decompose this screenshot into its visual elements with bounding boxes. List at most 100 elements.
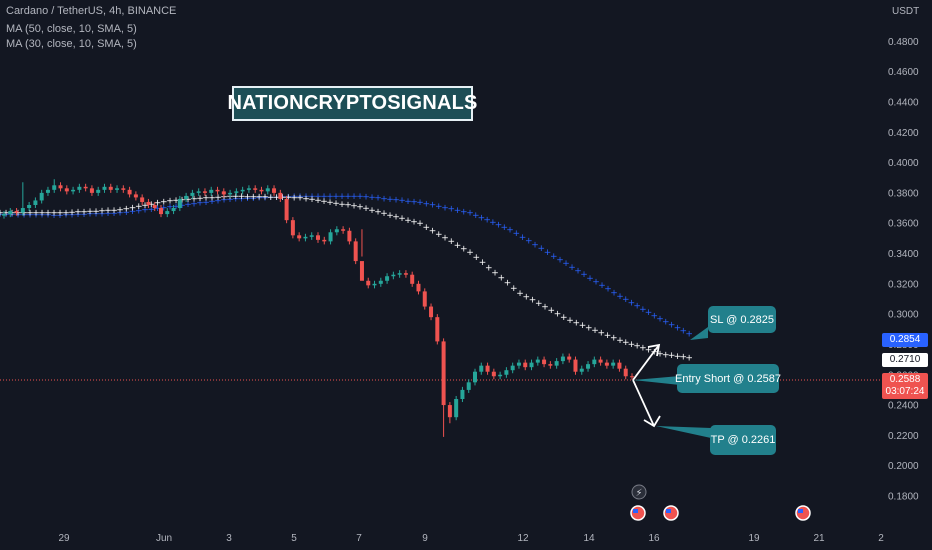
ma-30-marker: + — [622, 338, 630, 348]
ma-50-marker: + — [544, 248, 552, 258]
ma-50-marker: + — [226, 195, 234, 205]
ma-50-price-tag: 0.2854 — [882, 333, 928, 347]
ma-30-marker: + — [50, 209, 58, 219]
ma-50-marker: + — [202, 198, 210, 208]
candle-body — [290, 220, 295, 236]
ma-30-marker: + — [535, 299, 543, 309]
candle-body — [630, 376, 634, 378]
ma-50-marker: + — [350, 192, 358, 202]
x-tick-label: 21 — [813, 533, 825, 544]
ma-50-marker: + — [404, 197, 412, 207]
candle-body — [554, 361, 559, 366]
lightning-icon — [631, 484, 647, 500]
candle-body — [259, 189, 264, 192]
candle-body — [485, 365, 490, 372]
candle-body — [108, 186, 113, 190]
x-axis: 29 Jun 3 5 7 9 12 14 16 19 21 2 — [58, 533, 884, 544]
y-tick-label: 0.4400 — [888, 97, 919, 108]
ma-30-marker: + — [610, 333, 618, 343]
candle-body — [89, 188, 94, 193]
y-tick-label: 0.4200 — [888, 128, 919, 139]
x-tick-label: 29 — [58, 533, 70, 544]
ma-50-marker: + — [184, 200, 192, 210]
ma-50-marker: + — [580, 270, 588, 280]
candle-body — [184, 195, 189, 199]
ma-30-marker: + — [435, 230, 443, 240]
ma-50-marker: + — [62, 211, 70, 221]
ma-50-marker: + — [628, 298, 636, 308]
ma-50-marker: + — [68, 210, 76, 220]
ma-30-marker: + — [267, 193, 275, 203]
ma-30-marker: + — [68, 208, 76, 218]
ma-50-marker: + — [154, 204, 162, 214]
ma-30-marker: + — [516, 289, 524, 299]
candle-body — [372, 283, 377, 286]
ma-30-marker: + — [0, 209, 4, 219]
svg-text:⚡: ⚡ — [635, 488, 642, 499]
ma-30-marker: + — [362, 204, 370, 214]
ma-30-price-tag: 0.2710 — [882, 353, 928, 367]
ma-30-marker: + — [178, 196, 186, 206]
ma-30-marker: + — [290, 193, 298, 203]
ma-50-marker: + — [98, 209, 106, 219]
ma-50-marker: + — [104, 209, 112, 219]
ma-50-marker: + — [662, 318, 670, 328]
ma-50-marker: + — [296, 192, 304, 202]
ma-30-marker: + — [685, 353, 693, 363]
candle-body — [8, 211, 13, 215]
ma-50-marker: + — [568, 263, 576, 273]
ma-30-marker: + — [479, 258, 487, 268]
ma-50-marker: + — [598, 281, 606, 291]
candle-body — [385, 276, 390, 281]
candle-body — [52, 185, 57, 190]
candle-body — [33, 200, 38, 205]
ma-30-marker: + — [380, 209, 388, 219]
ma-30-marker: + — [172, 196, 180, 206]
x-tick-label: 16 — [648, 533, 660, 544]
ma-30-marker: + — [597, 329, 605, 339]
watermark-banner: NATIONCRYPTOSIGNALS — [227, 86, 477, 121]
ma-30-marker: + — [485, 263, 493, 273]
ma-50-marker: + — [368, 193, 376, 203]
ma-30-marker: + — [86, 207, 94, 217]
ma-30-marker: + — [147, 200, 155, 210]
ma-50-marker: + — [244, 194, 252, 204]
ma-30-marker: + — [510, 284, 518, 294]
ma-30-marker: + — [454, 241, 462, 251]
ma-30-marker: + — [302, 194, 310, 204]
candle-body — [586, 364, 591, 369]
y-tick-label: 0.4000 — [888, 158, 919, 169]
candle-body — [58, 185, 63, 189]
ma-50-marker: + — [110, 209, 118, 219]
currency-label: USDT — [892, 6, 919, 17]
ma-30-marker: + — [116, 206, 124, 216]
ma-50-marker: + — [398, 196, 406, 206]
ma-30-line: + ++++++++++++++++++++++++++++++++++ +++++… — [0, 192, 693, 363]
ma-30-marker: + — [656, 350, 664, 360]
ma-30-marker: + — [2, 209, 10, 219]
tp-arrow-head — [643, 415, 661, 428]
symbol-title[interactable]: Cardano / TetherUS, 4h, BINANCE — [6, 5, 177, 17]
ma-30-marker: + — [680, 353, 688, 363]
candle-body — [611, 362, 616, 366]
ma-30-marker: + — [472, 253, 480, 263]
ma-30-marker: + — [255, 193, 263, 203]
ma-30-legend[interactable]: MA (30, close, 10, SMA, 5) — [6, 38, 137, 50]
candle-body — [560, 356, 565, 362]
candle-body — [228, 192, 233, 195]
ma-30-marker: + — [392, 213, 400, 223]
ma-50-marker: + — [26, 210, 34, 220]
ma-50-marker: + — [478, 213, 486, 223]
candle-body — [598, 359, 603, 363]
ma-50-marker: + — [135, 206, 143, 216]
candle-body — [441, 341, 446, 406]
ma-50-marker: + — [279, 193, 287, 203]
ma-50-marker: + — [238, 194, 246, 204]
ma-30-marker: + — [92, 207, 100, 217]
ma-50-marker: + — [656, 315, 664, 325]
ma-50-legend[interactable]: MA (50, close, 10, SMA, 5) — [6, 23, 137, 35]
candle-body — [347, 230, 352, 242]
ma-50-marker: + — [447, 205, 455, 215]
ma-30-marker: + — [441, 234, 449, 244]
